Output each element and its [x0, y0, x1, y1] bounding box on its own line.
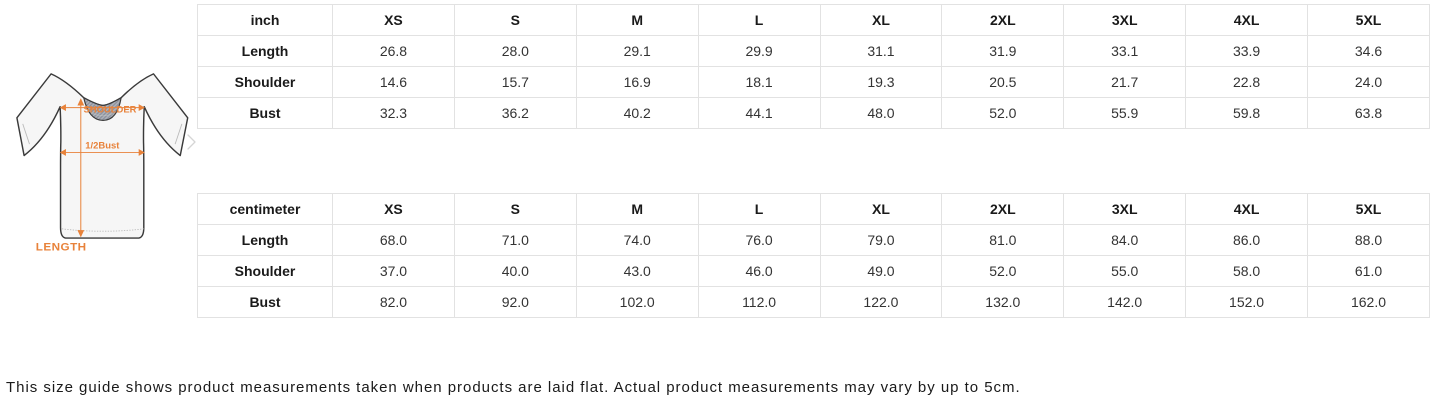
svg-text:1/2Bust: 1/2Bust	[85, 141, 119, 151]
svg-text:LENGTH: LENGTH	[36, 241, 87, 253]
svg-text:SHOULDER: SHOULDER	[83, 105, 136, 115]
